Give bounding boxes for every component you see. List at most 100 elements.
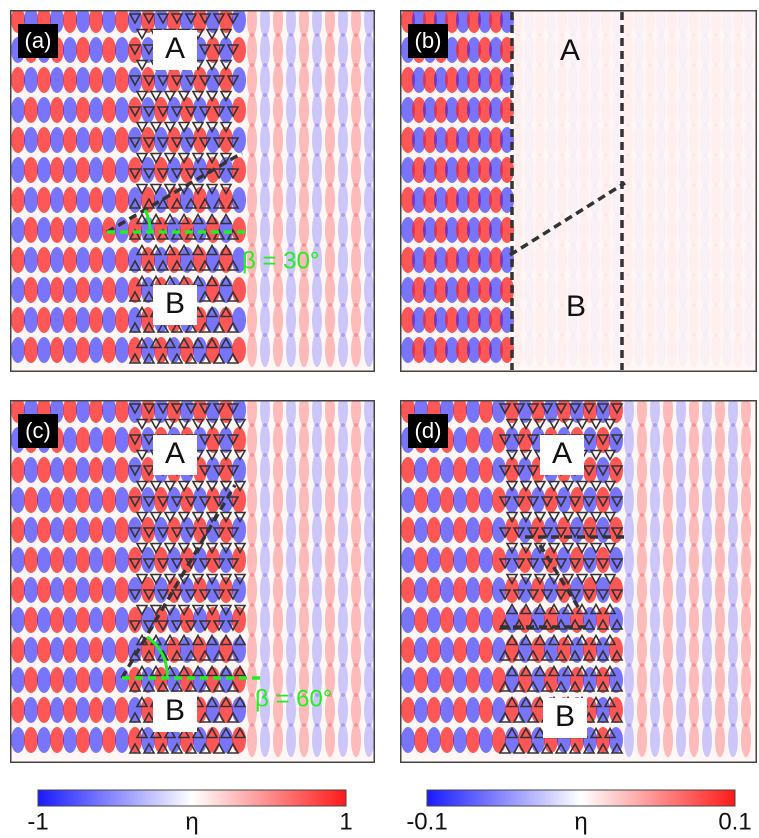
lattice-triangle bbox=[198, 168, 212, 180]
wave-blob bbox=[338, 400, 348, 427]
wave-blob bbox=[24, 157, 38, 183]
wave-blob bbox=[624, 723, 634, 757]
wave-blob bbox=[11, 517, 25, 543]
wave-blob bbox=[141, 457, 155, 483]
lattice-triangle bbox=[191, 336, 205, 349]
wave-blob bbox=[260, 423, 270, 457]
lattice-triangle bbox=[142, 106, 156, 118]
lattice-triangle bbox=[561, 480, 575, 493]
lattice-triangle bbox=[128, 527, 142, 539]
wave-blob bbox=[505, 487, 519, 513]
lattice-triangle bbox=[212, 527, 226, 539]
lattice-triangle bbox=[184, 197, 198, 209]
lattice-triangle bbox=[540, 589, 554, 601]
wave-blob bbox=[601, 33, 611, 67]
wave-blob bbox=[423, 157, 437, 183]
wave-blob bbox=[364, 423, 374, 457]
lattice-triangle bbox=[198, 106, 212, 118]
wave-blob bbox=[478, 337, 492, 363]
panel-frame bbox=[10, 10, 375, 372]
wave-blob bbox=[219, 37, 233, 63]
wave-blob bbox=[63, 97, 77, 123]
lattice-triangle bbox=[163, 573, 177, 586]
lattice-triangle bbox=[233, 726, 247, 739]
wave-blob bbox=[518, 457, 532, 483]
wave-blob bbox=[667, 303, 677, 337]
wave-blob bbox=[102, 337, 116, 363]
wave-blob bbox=[180, 400, 194, 423]
wave-blob bbox=[180, 247, 194, 273]
wave-blob bbox=[489, 157, 503, 183]
wave-blob bbox=[650, 453, 660, 487]
wave-blob bbox=[260, 573, 270, 607]
lattice-triangle bbox=[135, 418, 149, 431]
wave-blob bbox=[733, 153, 743, 187]
wave-blob bbox=[466, 667, 480, 693]
wave-blob bbox=[513, 3, 523, 37]
lattice-triangle bbox=[505, 511, 519, 524]
wave-blob bbox=[364, 633, 374, 667]
wave-blob bbox=[601, 183, 611, 217]
wave-blob bbox=[37, 547, 51, 573]
lattice-triangle bbox=[212, 680, 226, 692]
wave-blob bbox=[338, 243, 348, 277]
wave-blob bbox=[596, 457, 610, 483]
lattice-triangle bbox=[212, 649, 226, 661]
wave-blob bbox=[663, 693, 673, 727]
wave-blob bbox=[11, 127, 25, 153]
wave-blob bbox=[733, 333, 743, 367]
wave-blob bbox=[312, 603, 322, 637]
wave-blob bbox=[492, 457, 506, 483]
wave-blob bbox=[76, 607, 90, 633]
panel: (d)AB bbox=[400, 400, 757, 763]
wave-blob bbox=[50, 697, 64, 723]
lattice-triangle bbox=[135, 695, 149, 708]
wave-blob bbox=[467, 247, 481, 273]
lattice-triangle bbox=[177, 336, 191, 349]
wave-blob bbox=[656, 123, 666, 157]
wave-blob bbox=[247, 333, 257, 367]
wave-blob bbox=[546, 273, 556, 307]
wave-blob bbox=[478, 97, 492, 123]
lattice-triangle bbox=[149, 121, 163, 134]
wave-blob bbox=[247, 723, 257, 757]
wave-blob bbox=[623, 123, 633, 157]
lattice-triangle bbox=[603, 542, 617, 555]
wave-blob bbox=[744, 243, 754, 277]
wave-blob bbox=[232, 307, 246, 333]
wave-blob bbox=[711, 153, 721, 187]
wave-blob bbox=[445, 247, 459, 273]
lattice-triangle bbox=[582, 649, 596, 661]
wave-blob bbox=[689, 483, 699, 517]
lattice-triangle bbox=[191, 726, 205, 739]
wave-blob bbox=[689, 303, 699, 337]
wave-blob bbox=[535, 123, 545, 157]
lattice-triangle bbox=[163, 121, 177, 134]
wave-blob bbox=[76, 217, 90, 243]
wave-blob bbox=[63, 157, 77, 183]
lattice-triangle bbox=[219, 305, 233, 318]
wave-blob bbox=[312, 153, 322, 187]
lattice-triangle bbox=[603, 695, 617, 708]
wave-blob bbox=[601, 243, 611, 277]
wave-blob bbox=[401, 247, 415, 273]
lattice-triangle bbox=[519, 480, 533, 493]
wave-blob bbox=[715, 453, 725, 487]
lattice-triangle bbox=[135, 183, 149, 196]
lattice-triangle bbox=[142, 465, 156, 477]
lattice-triangle bbox=[191, 121, 205, 134]
wave-blob bbox=[505, 697, 519, 723]
wave-blob bbox=[11, 457, 25, 483]
wave-blob bbox=[624, 603, 634, 637]
panel-label: (a) bbox=[25, 28, 52, 53]
lattice-triangle bbox=[226, 649, 240, 661]
lattice-triangle bbox=[219, 726, 233, 739]
wave-blob bbox=[689, 453, 699, 487]
wave-blob bbox=[500, 157, 514, 183]
wave-blob bbox=[711, 93, 721, 127]
wave-blob bbox=[286, 63, 296, 97]
lattice-triangle bbox=[226, 620, 240, 632]
wave-blob bbox=[325, 183, 335, 217]
panel-frame bbox=[400, 10, 757, 372]
panel-label: (b) bbox=[415, 28, 442, 53]
